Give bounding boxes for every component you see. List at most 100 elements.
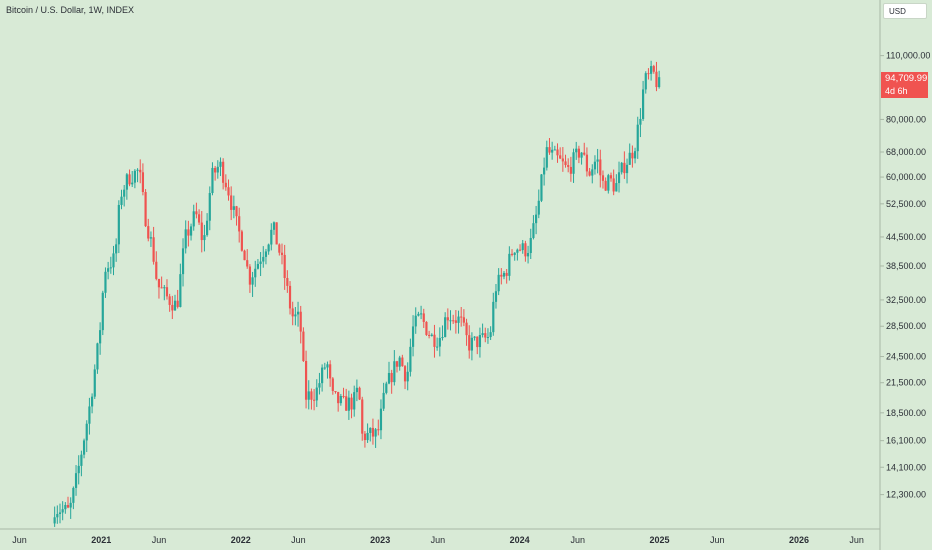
- candle: [326, 362, 328, 379]
- candles-layer: [54, 61, 661, 527]
- candle: [492, 293, 494, 336]
- candle: [179, 264, 181, 308]
- candle: [431, 333, 433, 336]
- candle: [222, 158, 224, 189]
- candle: [599, 150, 601, 188]
- candle: [118, 200, 120, 253]
- candle: [217, 160, 219, 178]
- candle: [452, 315, 454, 324]
- candle: [484, 328, 486, 343]
- price-tick-label: 52,500.00: [886, 199, 926, 209]
- candle: [227, 179, 229, 200]
- price-tick-label: 16,100.00: [886, 436, 926, 446]
- candle: [637, 117, 639, 159]
- candle: [455, 310, 457, 334]
- candle: [425, 321, 427, 336]
- candle: [605, 177, 607, 191]
- candle: [543, 158, 545, 186]
- candle: [626, 159, 628, 184]
- candle: [342, 388, 344, 399]
- candle: [514, 252, 516, 261]
- bar-countdown: 4d 6h: [885, 85, 928, 97]
- candle: [270, 223, 272, 250]
- candle: [602, 170, 604, 188]
- candle: [110, 257, 112, 274]
- candle: [86, 420, 88, 452]
- time-tick-label: 2025: [650, 535, 670, 545]
- candle: [190, 224, 192, 241]
- candle: [302, 327, 304, 362]
- candle: [75, 465, 77, 496]
- price-tick-label: 60,000.00: [886, 172, 926, 182]
- candle: [623, 151, 625, 179]
- candle: [583, 143, 585, 156]
- candle: [597, 149, 599, 173]
- candle: [511, 249, 513, 256]
- candle: [586, 147, 588, 176]
- candle: [182, 238, 184, 286]
- candle: [468, 325, 470, 358]
- price-tick-label: 44,500.00: [886, 232, 926, 242]
- currency-selector[interactable]: USD: [883, 3, 927, 19]
- candle: [401, 355, 403, 367]
- candle: [439, 327, 441, 356]
- candle: [471, 332, 473, 360]
- candle: [310, 389, 312, 410]
- candle: [276, 222, 278, 244]
- candle: [631, 145, 633, 167]
- candle: [273, 221, 275, 234]
- candle: [645, 71, 647, 93]
- candle: [249, 264, 251, 293]
- candle: [139, 159, 141, 183]
- candle: [102, 291, 104, 335]
- candle: [538, 189, 540, 218]
- time-tick-label: Jun: [849, 535, 864, 545]
- time-tick-label: 2023: [370, 535, 390, 545]
- candle: [570, 157, 572, 182]
- candle: [91, 393, 93, 413]
- candle: [233, 196, 235, 219]
- candle: [201, 211, 203, 252]
- candle: [535, 206, 537, 234]
- candle: [460, 307, 462, 327]
- candle: [444, 312, 446, 337]
- candle: [289, 281, 291, 314]
- candle: [383, 383, 385, 411]
- candle: [284, 245, 286, 290]
- candle: [420, 306, 422, 319]
- candle: [548, 138, 550, 155]
- candle: [476, 336, 478, 354]
- candle: [527, 246, 529, 264]
- candle: [308, 380, 310, 409]
- candle: [123, 185, 125, 206]
- candle: [147, 219, 149, 241]
- candle: [246, 249, 248, 269]
- candle: [126, 173, 128, 200]
- candle: [225, 174, 227, 190]
- candle: [193, 205, 195, 231]
- price-tick-label: 32,500.00: [886, 295, 926, 305]
- candle: [297, 302, 299, 327]
- candle: [423, 309, 425, 328]
- candle: [522, 240, 524, 254]
- candle: [361, 397, 363, 441]
- candle: [567, 158, 569, 172]
- candle: [88, 398, 90, 435]
- candle: [495, 284, 497, 309]
- candle: [174, 295, 176, 311]
- candle: [332, 377, 334, 395]
- candle: [324, 363, 326, 370]
- candle: [524, 241, 526, 262]
- candle: [96, 343, 98, 374]
- candle: [409, 339, 411, 377]
- candle: [305, 351, 307, 409]
- candle: [177, 290, 179, 309]
- candle: [639, 108, 641, 137]
- candle: [629, 143, 631, 164]
- candle: [313, 389, 315, 410]
- candle: [158, 279, 160, 299]
- last-price-value: 94,709.99: [885, 72, 928, 85]
- candle: [621, 162, 623, 175]
- time-tick-label: Jun: [710, 535, 725, 545]
